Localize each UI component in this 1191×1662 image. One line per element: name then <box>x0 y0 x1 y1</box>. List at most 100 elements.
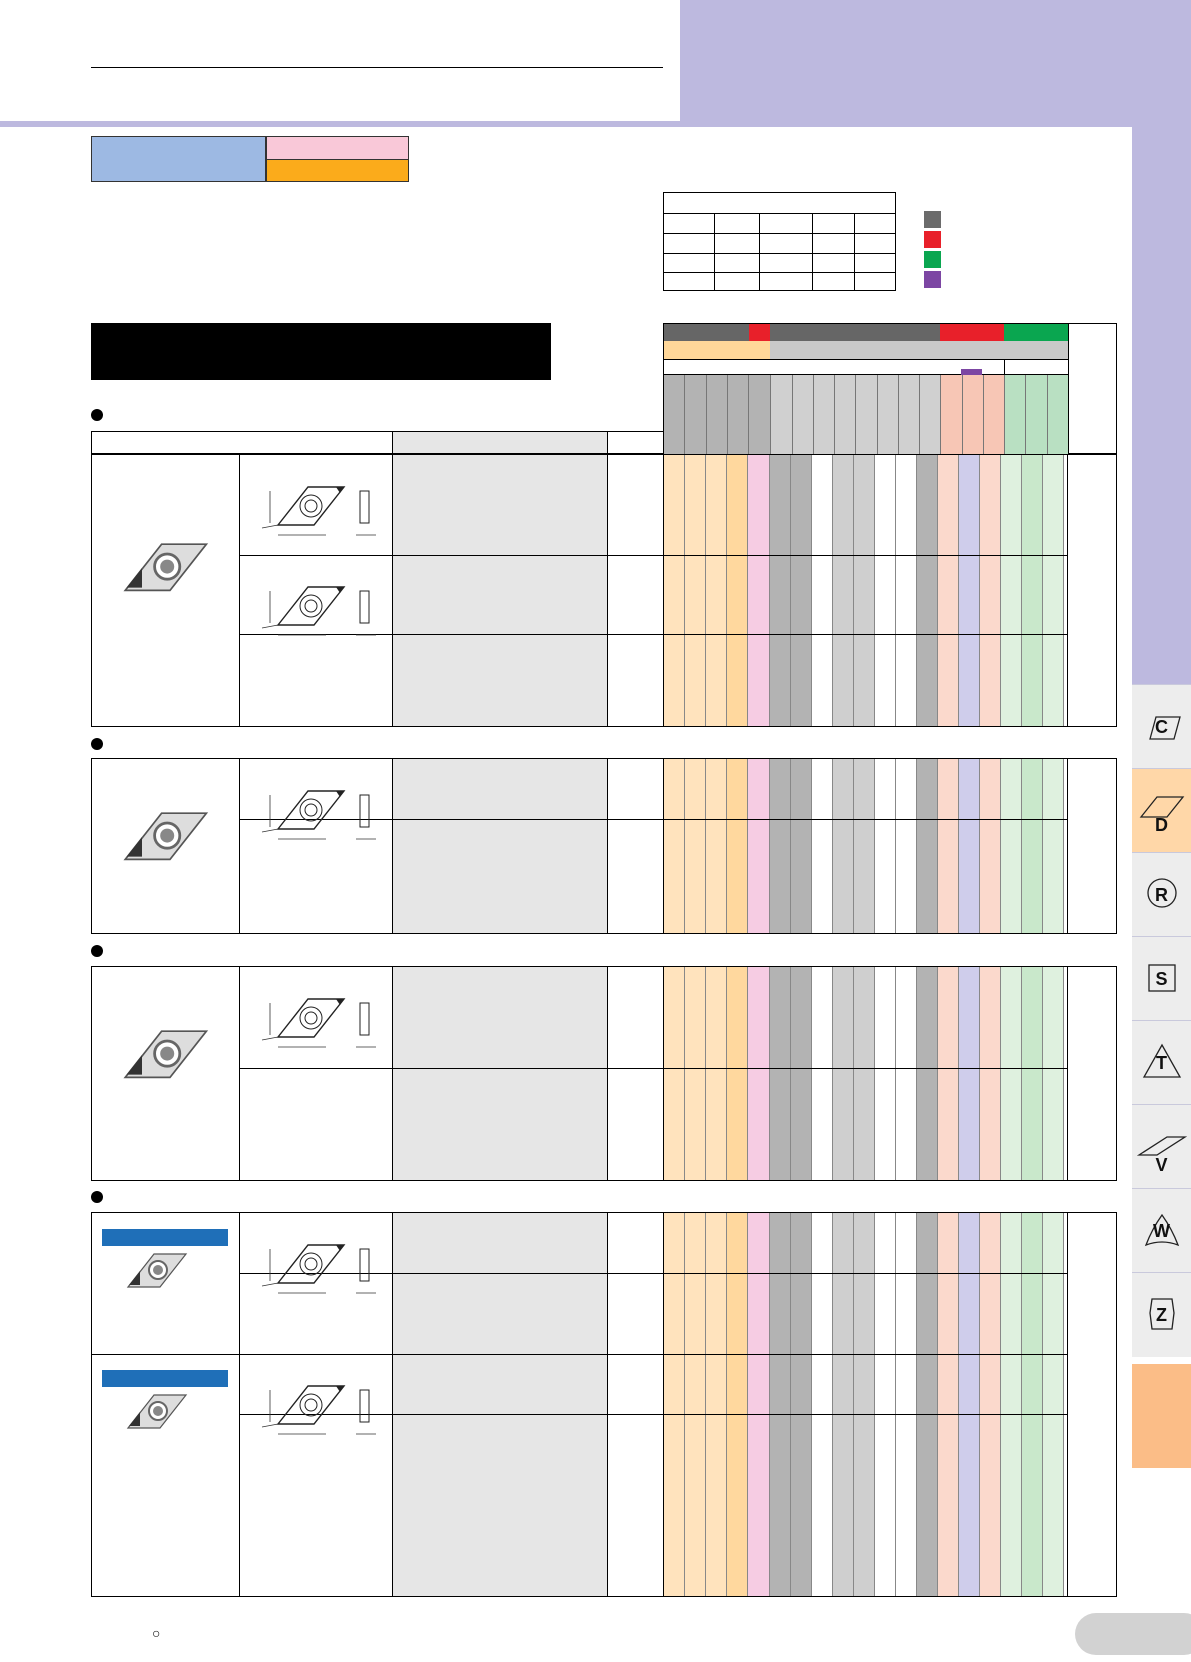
grade-column <box>812 967 833 1180</box>
grade-column <box>1001 967 1022 1180</box>
grade-column <box>812 1213 833 1596</box>
side-tab-w[interactable]: W <box>1132 1188 1191 1273</box>
legend-swatch-gray <box>924 211 941 228</box>
grade-sub-gray <box>770 341 1068 359</box>
side-tab-label: S <box>1155 969 1168 989</box>
grade-cat-gray-1 <box>664 324 749 341</box>
grade-column <box>896 455 917 726</box>
grade-column <box>1022 759 1043 933</box>
insert-dimension-diagram <box>252 1231 382 1306</box>
side-tab-label: T <box>1156 1053 1167 1073</box>
grade-column <box>727 759 748 933</box>
grade-column <box>791 967 812 1180</box>
insert-dimension-diagram <box>252 777 382 852</box>
grade-column <box>1001 759 1022 933</box>
grade-column <box>812 759 833 933</box>
side-tab-v[interactable]: V <box>1132 1104 1191 1189</box>
section-bullet-2 <box>91 738 103 750</box>
grade-column <box>770 1213 791 1596</box>
grade-column <box>938 455 959 726</box>
grade-header-columns <box>664 375 1069 454</box>
grade-column <box>980 1213 1001 1596</box>
insert-dimension-diagram <box>252 573 382 648</box>
section-bullet-1 <box>91 409 103 421</box>
grade-column <box>917 759 938 933</box>
side-tab-d[interactable]: D <box>1132 768 1191 853</box>
header-band-right <box>680 0 1191 124</box>
grade-column <box>706 967 727 1180</box>
side-tab-s[interactable]: S <box>1132 936 1191 1021</box>
side-tab-r[interactable]: R <box>1132 852 1191 937</box>
grade-column <box>748 1213 770 1596</box>
insert-photo <box>120 1392 190 1435</box>
side-tab-label: R <box>1155 885 1168 905</box>
grade-column <box>706 1213 727 1596</box>
grade-column <box>1043 967 1064 1180</box>
description-area <box>392 1213 607 1596</box>
grade-column <box>959 759 980 933</box>
grade-column <box>854 967 875 1180</box>
side-tab-z[interactable]: Z <box>1132 1272 1191 1357</box>
grade-column <box>875 1213 896 1596</box>
product-table-section-1 <box>91 454 1117 727</box>
grade-column <box>664 1213 685 1596</box>
grade-column <box>875 455 896 726</box>
grade-column <box>938 759 959 933</box>
description-area <box>392 455 607 726</box>
insert-dimension-diagram <box>252 1372 382 1447</box>
new-product-label <box>102 1229 228 1246</box>
footer-circle-mark: ○ <box>152 1625 161 1641</box>
description-area <box>392 759 607 933</box>
legend-swatch-purple <box>924 271 941 288</box>
grade-column <box>791 759 812 933</box>
side-tab-t[interactable]: T <box>1132 1020 1191 1105</box>
section-title-bar <box>91 323 551 380</box>
insert-photo <box>120 1251 190 1294</box>
grade-column <box>1043 455 1064 726</box>
grade-column <box>896 967 917 1180</box>
column-header-row <box>91 431 663 454</box>
grade-column <box>875 759 896 933</box>
grade-column <box>959 455 980 726</box>
grade-column <box>706 455 727 726</box>
insert-photo <box>114 809 212 869</box>
grade-column <box>959 1213 980 1596</box>
grade-column <box>833 1213 854 1596</box>
grade-column <box>706 759 727 933</box>
grade-column <box>917 1213 938 1596</box>
grade-column <box>748 759 770 933</box>
grade-column <box>685 759 706 933</box>
grade-column <box>770 455 791 726</box>
grade-column <box>770 967 791 1180</box>
grade-column <box>980 455 1001 726</box>
grade-column <box>896 1213 917 1596</box>
material-block-orange <box>266 159 409 182</box>
grade-column <box>727 455 748 726</box>
legend-swatch-green <box>924 251 941 268</box>
grade-column <box>854 759 875 933</box>
grade-column <box>727 967 748 1180</box>
title-rule <box>91 67 663 68</box>
insert-photo <box>114 1027 212 1087</box>
material-block-blue <box>91 136 266 182</box>
grade-column <box>770 759 791 933</box>
grade-sub-peach <box>664 341 770 359</box>
grade-column <box>791 1213 812 1596</box>
side-tab-label: Z <box>1156 1305 1167 1325</box>
grade-column <box>917 967 938 1180</box>
description-area <box>392 967 607 1180</box>
grade-column <box>812 455 833 726</box>
material-block-pink <box>266 136 409 160</box>
side-tab-label: V <box>1155 1155 1168 1175</box>
grade-column <box>1001 455 1022 726</box>
product-table-section-2 <box>91 758 1117 934</box>
grade-cat-red-2 <box>940 324 1004 341</box>
grade-column <box>875 967 896 1180</box>
side-band <box>1132 124 1191 684</box>
grade-column <box>748 455 770 726</box>
grade-column <box>959 967 980 1180</box>
grade-column <box>980 967 1001 1180</box>
legend-swatch-red <box>924 231 941 248</box>
side-tab-c[interactable]: C <box>1132 684 1191 769</box>
product-table-section-4 <box>91 1212 1117 1597</box>
